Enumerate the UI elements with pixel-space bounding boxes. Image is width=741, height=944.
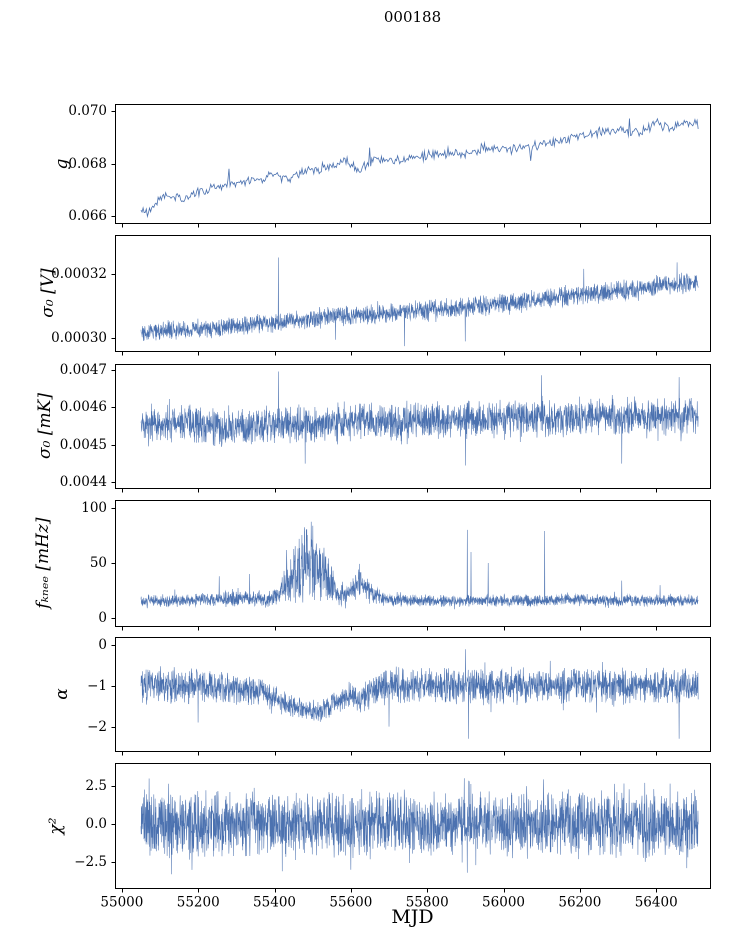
y-axis-label-g: g — [52, 158, 72, 170]
y-axis-label-sigma0-v: σ₀ [V] — [38, 268, 58, 318]
y-axis-label-sigma0-mk: σ₀ [mK] — [35, 393, 55, 459]
y-axis-label-fknee: fₖₙₑₑ [mHz] — [33, 517, 53, 609]
y-axis-label-alpha: α — [52, 688, 72, 700]
chart-title: 000188 — [383, 8, 442, 26]
y-axis-label-chi2: χ² — [46, 817, 66, 835]
x-axis-label: MJD — [391, 906, 434, 928]
